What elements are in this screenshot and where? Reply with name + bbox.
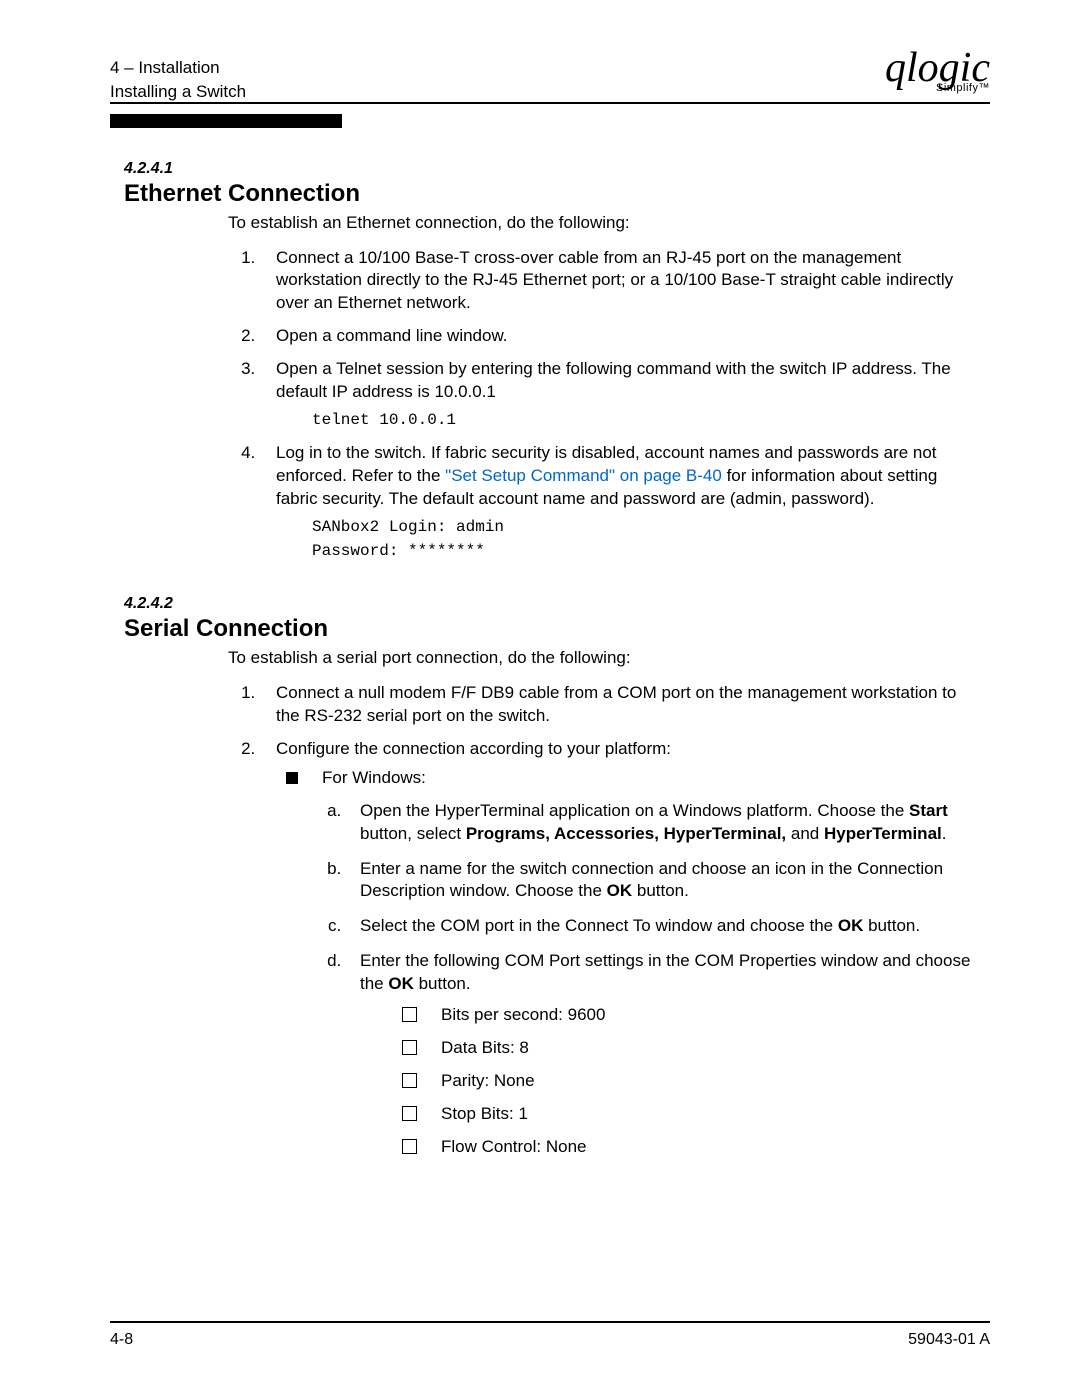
- step-text: Configure the connection according to yo…: [276, 739, 671, 758]
- step: Connect a 10/100 Base-T cross-over cable…: [260, 247, 980, 316]
- step-text: Open a Telnet session by entering the fo…: [276, 359, 951, 401]
- section1-body: To establish an Ethernet connection, do …: [228, 212, 980, 563]
- footer-row: 4-8 59043-01 A: [110, 1331, 990, 1349]
- section-title: Ethernet Connection: [124, 180, 990, 208]
- black-bar: [110, 114, 342, 128]
- section1-steps: Connect a 10/100 Base-T cross-over cable…: [228, 247, 980, 563]
- square-bullet-icon: [286, 772, 298, 784]
- section-number: 4.2.4.2: [124, 595, 990, 613]
- alpha-item: Select the COM port in the Connect To wi…: [346, 915, 980, 938]
- step: Configure the connection according to yo…: [260, 738, 980, 1159]
- page: 4 – Installation Installing a Switch qlo…: [0, 0, 1080, 1397]
- step: Open a Telnet session by entering the fo…: [260, 358, 980, 432]
- page-number: 4-8: [110, 1331, 133, 1349]
- cross-ref-link[interactable]: "Set Setup Command" on page B-40: [445, 466, 722, 485]
- step: Connect a null modem F/F DB9 cable from …: [260, 682, 980, 728]
- section2-intro: To establish a serial port connection, d…: [228, 647, 980, 670]
- alpha-item: Open the HyperTerminal application on a …: [346, 800, 980, 846]
- bullet-item: For Windows:: [276, 767, 980, 790]
- brand-logo: qlogic Simplify™: [885, 50, 990, 98]
- page-footer: 4-8 59043-01 A: [110, 1321, 990, 1349]
- setting-item: Bits per second: 9600: [402, 1004, 980, 1027]
- code-block: telnet 10.0.0.1: [312, 408, 980, 432]
- checkbox-icon: [402, 1040, 417, 1055]
- setting-item: Flow Control: None: [402, 1136, 980, 1159]
- section2-body: To establish a serial port connection, d…: [228, 647, 980, 1159]
- bullet-label: For Windows:: [322, 767, 426, 790]
- page-header: 4 – Installation Installing a Switch qlo…: [110, 50, 990, 104]
- chapter-line: 4 – Installation: [110, 56, 246, 80]
- doc-number: 59043-01 A: [908, 1331, 990, 1349]
- code-block: SANbox2 Login: admin Password: ********: [312, 515, 980, 563]
- section-number: 4.2.4.1: [124, 160, 990, 178]
- checkbox-icon: [402, 1139, 417, 1154]
- setting-item: Data Bits: 8: [402, 1037, 980, 1060]
- checkbox-icon: [402, 1106, 417, 1121]
- header-text: 4 – Installation Installing a Switch: [110, 50, 246, 104]
- alpha-list: Open the HyperTerminal application on a …: [276, 800, 980, 1159]
- section1-intro: To establish an Ethernet connection, do …: [228, 212, 980, 235]
- setting-item: Stop Bits: 1: [402, 1103, 980, 1126]
- setting-item: Parity: None: [402, 1070, 980, 1093]
- section-title: Serial Connection: [124, 615, 990, 643]
- checkbox-icon: [402, 1073, 417, 1088]
- section2-steps: Connect a null modem F/F DB9 cable from …: [228, 682, 980, 1159]
- sub-line: Installing a Switch: [110, 80, 246, 104]
- settings-list: Bits per second: 9600 Data Bits: 8 Parit…: [402, 1004, 980, 1159]
- alpha-item: Enter a name for the switch connection a…: [346, 858, 980, 904]
- checkbox-icon: [402, 1007, 417, 1022]
- bottom-rule: [110, 1321, 990, 1323]
- step: Log in to the switch. If fabric security…: [260, 442, 980, 563]
- step: Open a command line window.: [260, 325, 980, 348]
- alpha-item: Enter the following COM Port settings in…: [346, 950, 980, 1159]
- logo-sub: Simplify™: [885, 84, 990, 94]
